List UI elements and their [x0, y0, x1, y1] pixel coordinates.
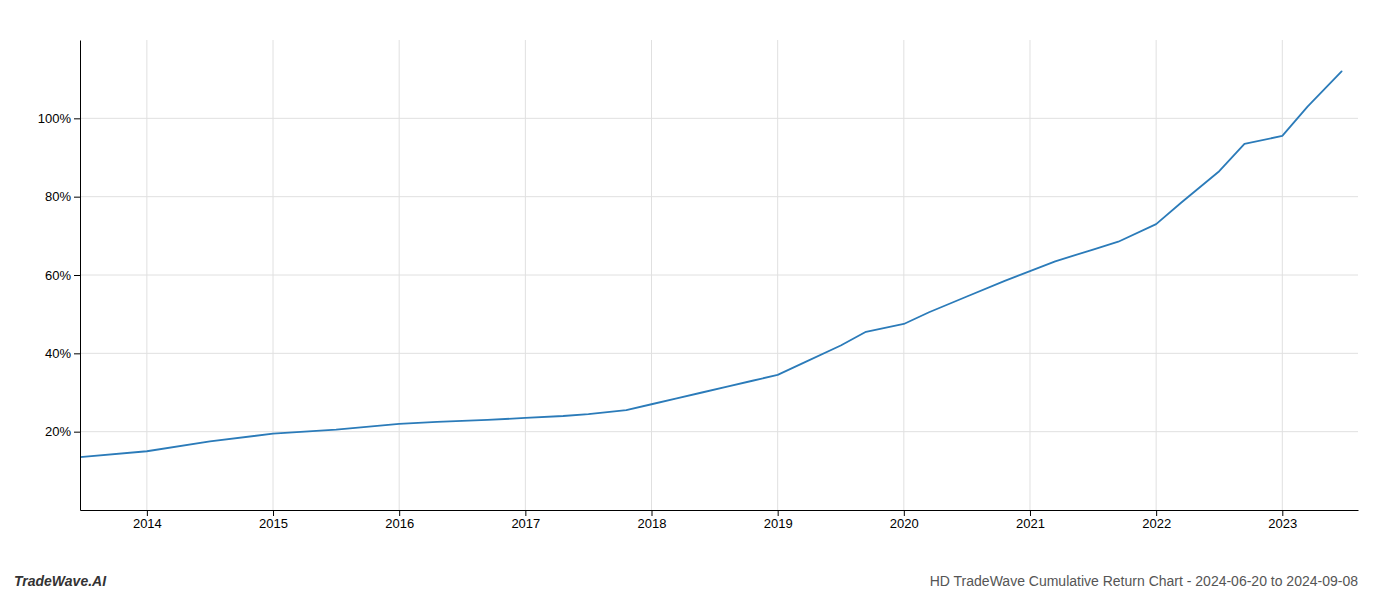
- x-axis-tick-mark: [1282, 510, 1283, 516]
- y-axis-tick: 80%: [45, 189, 80, 204]
- x-axis-tick-label: 2020: [890, 516, 919, 531]
- grid-line-y: [80, 196, 1358, 197]
- x-axis-tick: 2019: [764, 510, 793, 531]
- y-axis-tick: 40%: [45, 346, 80, 361]
- x-axis-tick-label: 2015: [259, 516, 288, 531]
- x-axis-tick-label: 2021: [1016, 516, 1045, 531]
- x-axis-tick: 2017: [511, 510, 540, 531]
- x-axis: 2014 2015 2016 2017 2018 2019 2020 2021 2022 2023: [81, 510, 1359, 531]
- grid: [80, 40, 1358, 510]
- x-axis-tick-label: 2017: [511, 516, 540, 531]
- x-axis-tick-label: 2016: [385, 516, 414, 531]
- y-axis-tick: 100%: [38, 111, 80, 126]
- grid-line-y: [80, 431, 1358, 432]
- x-axis-tick: 2016: [385, 510, 414, 531]
- y-axis-tick-mark: [74, 432, 80, 433]
- x-axis-tick-mark: [904, 510, 905, 516]
- y-axis-tick-label: 100%: [38, 111, 72, 126]
- y-axis-tick-mark: [74, 118, 80, 119]
- x-axis-tick-mark: [525, 510, 526, 516]
- y-axis-tick-label: 20%: [45, 424, 71, 439]
- grid-line-y: [80, 353, 1358, 354]
- x-axis-tick-label: 2019: [764, 516, 793, 531]
- chart: 2014 2015 2016 2017 2018 2019 2020 2021 2022 2023…: [0, 0, 1400, 600]
- marks: [80, 71, 1342, 457]
- x-axis-tick-mark: [399, 510, 400, 516]
- y-axis-line: [80, 41, 81, 511]
- y-axis-tick-label: 80%: [45, 189, 71, 204]
- x-axis-tick-label: 2014: [133, 516, 162, 531]
- x-axis-tick-mark: [273, 510, 274, 516]
- annotation: TradeWave.AI: [14, 573, 107, 589]
- y-axis-tick-mark: [74, 197, 80, 198]
- x-axis-tick-mark: [147, 510, 148, 516]
- x-axis-tick-label: 2023: [1268, 516, 1297, 531]
- x-axis-tick-mark: [778, 510, 779, 516]
- background: [0, 0, 1400, 600]
- x-axis-tick-mark: [652, 510, 653, 516]
- plot-area: 2014 2015 2016 2017 2018 2019 2020 2021 2022 2023…: [38, 40, 1359, 531]
- x-axis-tick-mark: [1156, 510, 1157, 516]
- x-axis-tick: 2014: [133, 510, 162, 531]
- y-axis-tick-label: 40%: [45, 346, 71, 361]
- x-axis-tick-label: 2018: [638, 516, 667, 531]
- y-axis-tick: 20%: [45, 424, 80, 439]
- title: HD TradeWave Cumulative Return Chart - 2…: [930, 573, 1358, 589]
- y-axis-tick-label: 60%: [45, 268, 71, 283]
- y-axis: 20% 40% 60% 80% 100%: [38, 41, 81, 511]
- x-axis-tick-label: 2022: [1142, 516, 1171, 531]
- x-axis-tick: 2023: [1268, 510, 1297, 531]
- x-axis-tick: 2015: [259, 510, 288, 531]
- x-axis-tick: 2018: [638, 510, 667, 531]
- x-axis-tick: 2021: [1016, 510, 1045, 531]
- grid-line-y: [80, 275, 1358, 276]
- x-axis-tick: 2020: [890, 510, 919, 531]
- y-axis-tick: 60%: [45, 268, 80, 283]
- x-axis-line: [81, 510, 1359, 511]
- grid-line-y: [80, 118, 1358, 119]
- y-axis-tick-mark: [74, 353, 80, 354]
- x-axis-tick: 2022: [1142, 510, 1171, 531]
- y-axis-tick-mark: [74, 275, 80, 276]
- line: [80, 71, 1342, 457]
- x-axis-tick-mark: [1030, 510, 1031, 516]
